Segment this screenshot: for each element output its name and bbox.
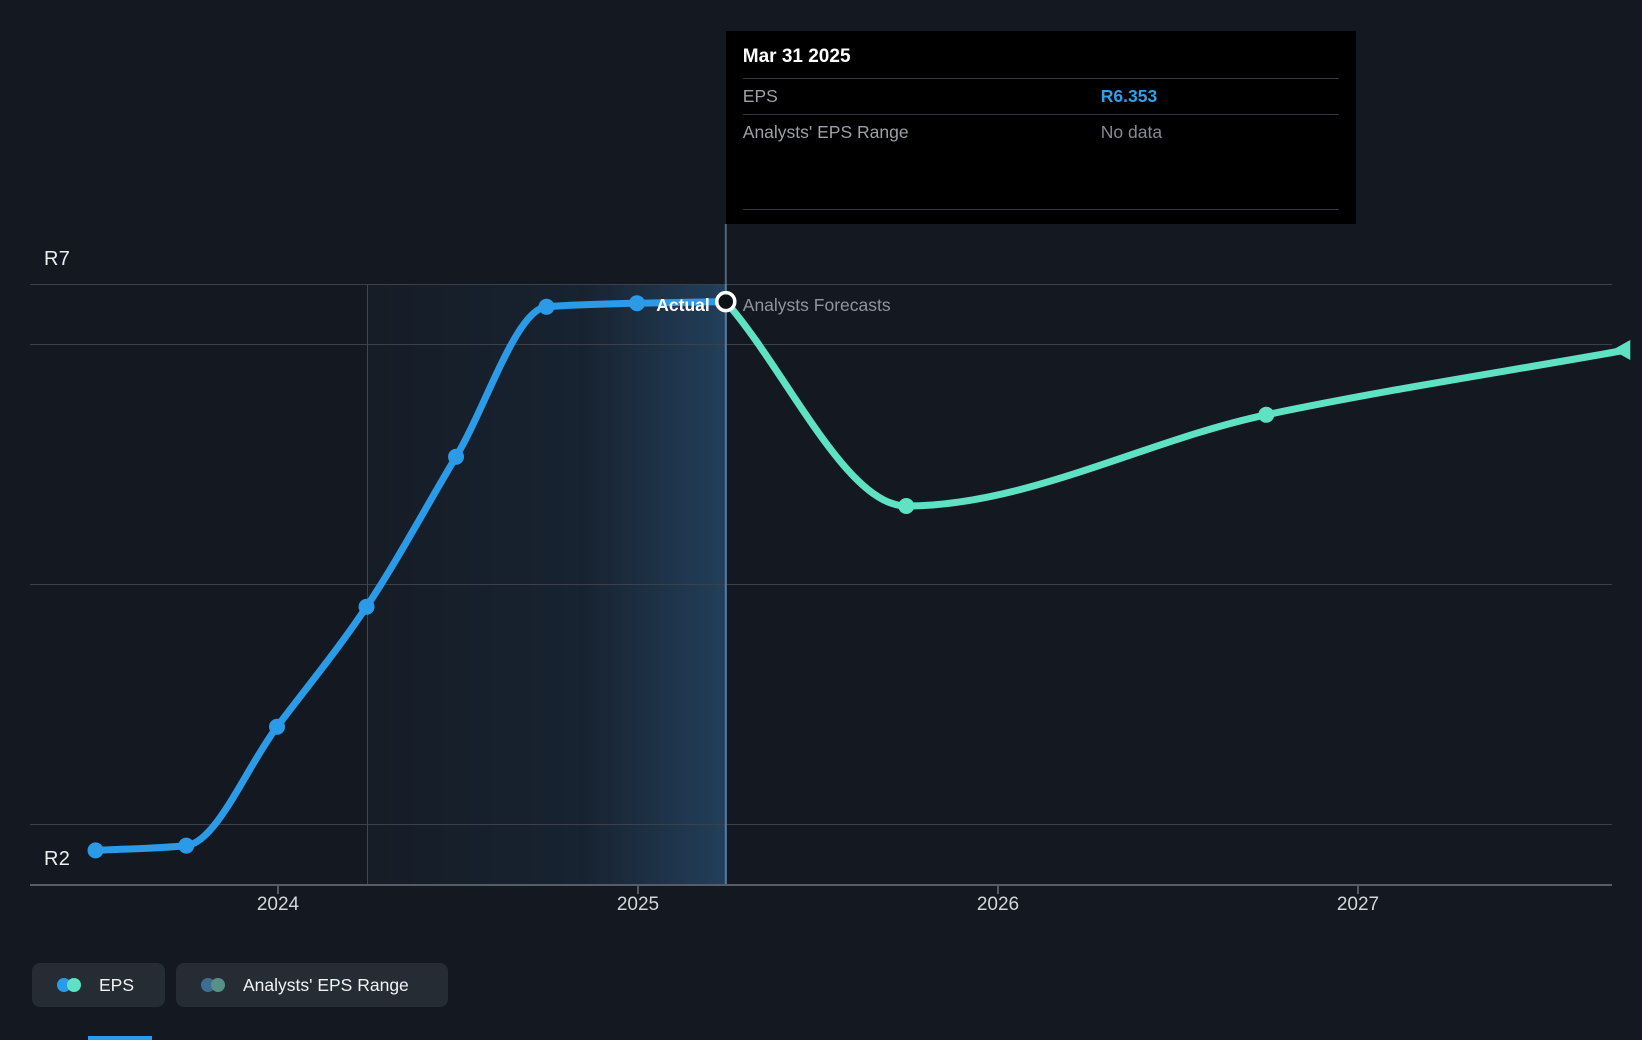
x-tick-mark [277, 885, 279, 894]
eps-legend-dots-icon [57, 978, 81, 992]
tooltip-row-eps: EPS R6.353 [742, 79, 1339, 115]
y-axis-bottom-label: R2 [44, 848, 71, 870]
forecast-data-point[interactable] [898, 498, 915, 514]
eps-actual-points [87, 295, 646, 859]
chart-legend: EPS Analysts' EPS Range [0, 963, 1642, 1007]
forecast-annotation: Analysts Forecasts [742, 295, 891, 315]
gridline [30, 824, 1612, 825]
forecast-data-point[interactable] [1258, 406, 1275, 423]
legend-item-eps-range[interactable]: Analysts' EPS Range [176, 963, 448, 1007]
tooltip-range-label: Analysts' EPS Range [742, 122, 909, 142]
y-axis-top-label: R7 [44, 248, 71, 270]
eps-data-point[interactable] [358, 598, 375, 615]
tooltip-date-title: Mar 31 2025 [742, 45, 1339, 79]
eps-data-point[interactable] [269, 718, 286, 735]
x-tick-label: 2027 [1336, 894, 1380, 915]
legend-eps-label: EPS [99, 974, 135, 995]
tooltip-eps-label: EPS [742, 86, 778, 106]
eps-range-legend-dots-icon [201, 978, 225, 992]
gridline [30, 584, 1612, 585]
legend-item-eps[interactable]: EPS [32, 963, 165, 1007]
tooltip-range-value: No data [1100, 122, 1163, 142]
eps-data-point[interactable] [538, 298, 555, 315]
range-teal-dot-icon [211, 978, 225, 992]
tooltip-footer-divider [742, 209, 1339, 210]
x-tick-mark [637, 885, 639, 894]
actual-annotation: Actual [656, 295, 710, 315]
eps-data-point[interactable] [87, 842, 104, 859]
eps-forecast-line [722, 298, 1630, 510]
tooltip-row-range: Analysts' EPS Range No data [743, 115, 1339, 150]
x-tick-mark [997, 885, 999, 894]
tooltip-eps-value: R6.353 [1100, 86, 1158, 106]
eps-forecast-points [898, 406, 1275, 514]
x-tick-label: 2024 [256, 894, 300, 915]
gridline [30, 344, 1612, 345]
legend-eps-range-label: Analysts' EPS Range [243, 974, 409, 995]
forecast-end-arrow-icon [1612, 340, 1631, 360]
x-tick-mark [1357, 885, 1359, 894]
x-tick-label: 2026 [976, 894, 1020, 915]
gridline [30, 284, 1612, 285]
chart-tooltip: Mar 31 2025 EPS R6.353 Analysts' EPS Ran… [725, 31, 1356, 224]
gridline [30, 884, 1612, 886]
eps-data-point[interactable] [448, 448, 465, 465]
eps-data-point[interactable] [178, 837, 195, 854]
bottom-accent-strip [88, 1036, 152, 1040]
x-tick-label: 2025 [616, 894, 660, 915]
eps-teal-dot-icon [67, 978, 81, 992]
eps-actual-line [92, 298, 730, 854]
eps-data-point[interactable] [629, 295, 646, 312]
hovered-point-marker[interactable] [715, 290, 737, 313]
